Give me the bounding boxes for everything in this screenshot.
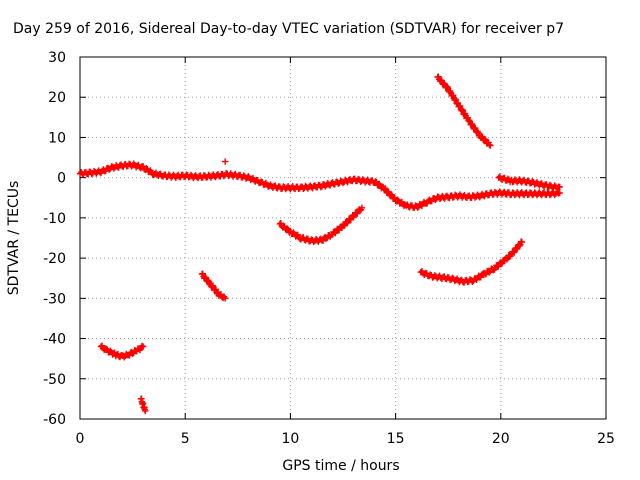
data-point [518,238,526,246]
data-point [432,196,439,204]
data-point [556,189,563,197]
y-tick-label: 0 [57,171,66,187]
data-point [469,278,476,285]
data-point [358,204,366,212]
y-tick-label: -10 [43,211,66,227]
series-arc-c [198,270,229,302]
series-arc-h [495,173,563,192]
data-point [475,129,482,136]
x-tick-label: 20 [492,431,510,447]
data-point [452,95,459,103]
data-point [456,102,464,110]
y-axis-label: SDTVAR / TECUs [6,181,22,296]
data-point [106,166,113,173]
data-point [129,350,136,357]
series-arc-a [97,342,147,361]
x-tick-label: 10 [281,431,299,447]
data-point [221,158,229,165]
axis-ticks: 0 5 10 15 20 25 -60 -50 -40 -30 -20 -10 0 10 20 30 [43,50,615,447]
data-point [449,92,457,99]
series-arc-e [276,204,366,246]
data-point [110,165,118,172]
series-arc-main [76,160,563,211]
data-point [474,128,481,135]
data-point [446,88,453,96]
x-axis-label: GPS time / hours [282,458,399,474]
data-point [444,83,451,91]
series-arc-b [137,395,149,415]
data-point [516,242,523,250]
data-point [221,295,229,302]
data-point [139,343,147,350]
data-point [394,196,401,203]
y-tick-label: -30 [43,291,66,307]
series-arc-f [434,73,494,149]
data-point [503,256,511,263]
data-point [486,269,493,276]
y-tick-label: -50 [43,372,66,388]
series-arc-d [221,158,229,165]
plot-frame [79,56,607,420]
y-tick-label: -40 [43,332,66,348]
data-point [414,204,421,211]
y-tick-label: -20 [43,251,66,267]
x-tick-label: 5 [181,431,190,447]
x-tick-label: 0 [76,431,85,447]
data-point [556,183,563,191]
data-point [143,165,150,172]
y-tick-label: 30 [48,50,66,66]
y-tick-label: 10 [48,130,66,146]
x-tick-label: 25 [597,431,615,447]
y-tick-label: -60 [43,412,66,428]
data-point [103,345,110,353]
y-tick-label: 20 [48,90,66,106]
data-point [487,142,494,149]
x-tick-label: 15 [387,431,405,447]
series-arc-g [417,238,526,286]
data-point [372,178,379,185]
grid-lines [80,57,606,419]
chart-title: Day 259 of 2016, Sidereal Day-to-day VTE… [13,21,564,37]
data-point [388,191,395,198]
data-series [76,73,563,415]
data-point [142,407,149,415]
data-point [322,235,330,242]
data-point [459,106,466,113]
